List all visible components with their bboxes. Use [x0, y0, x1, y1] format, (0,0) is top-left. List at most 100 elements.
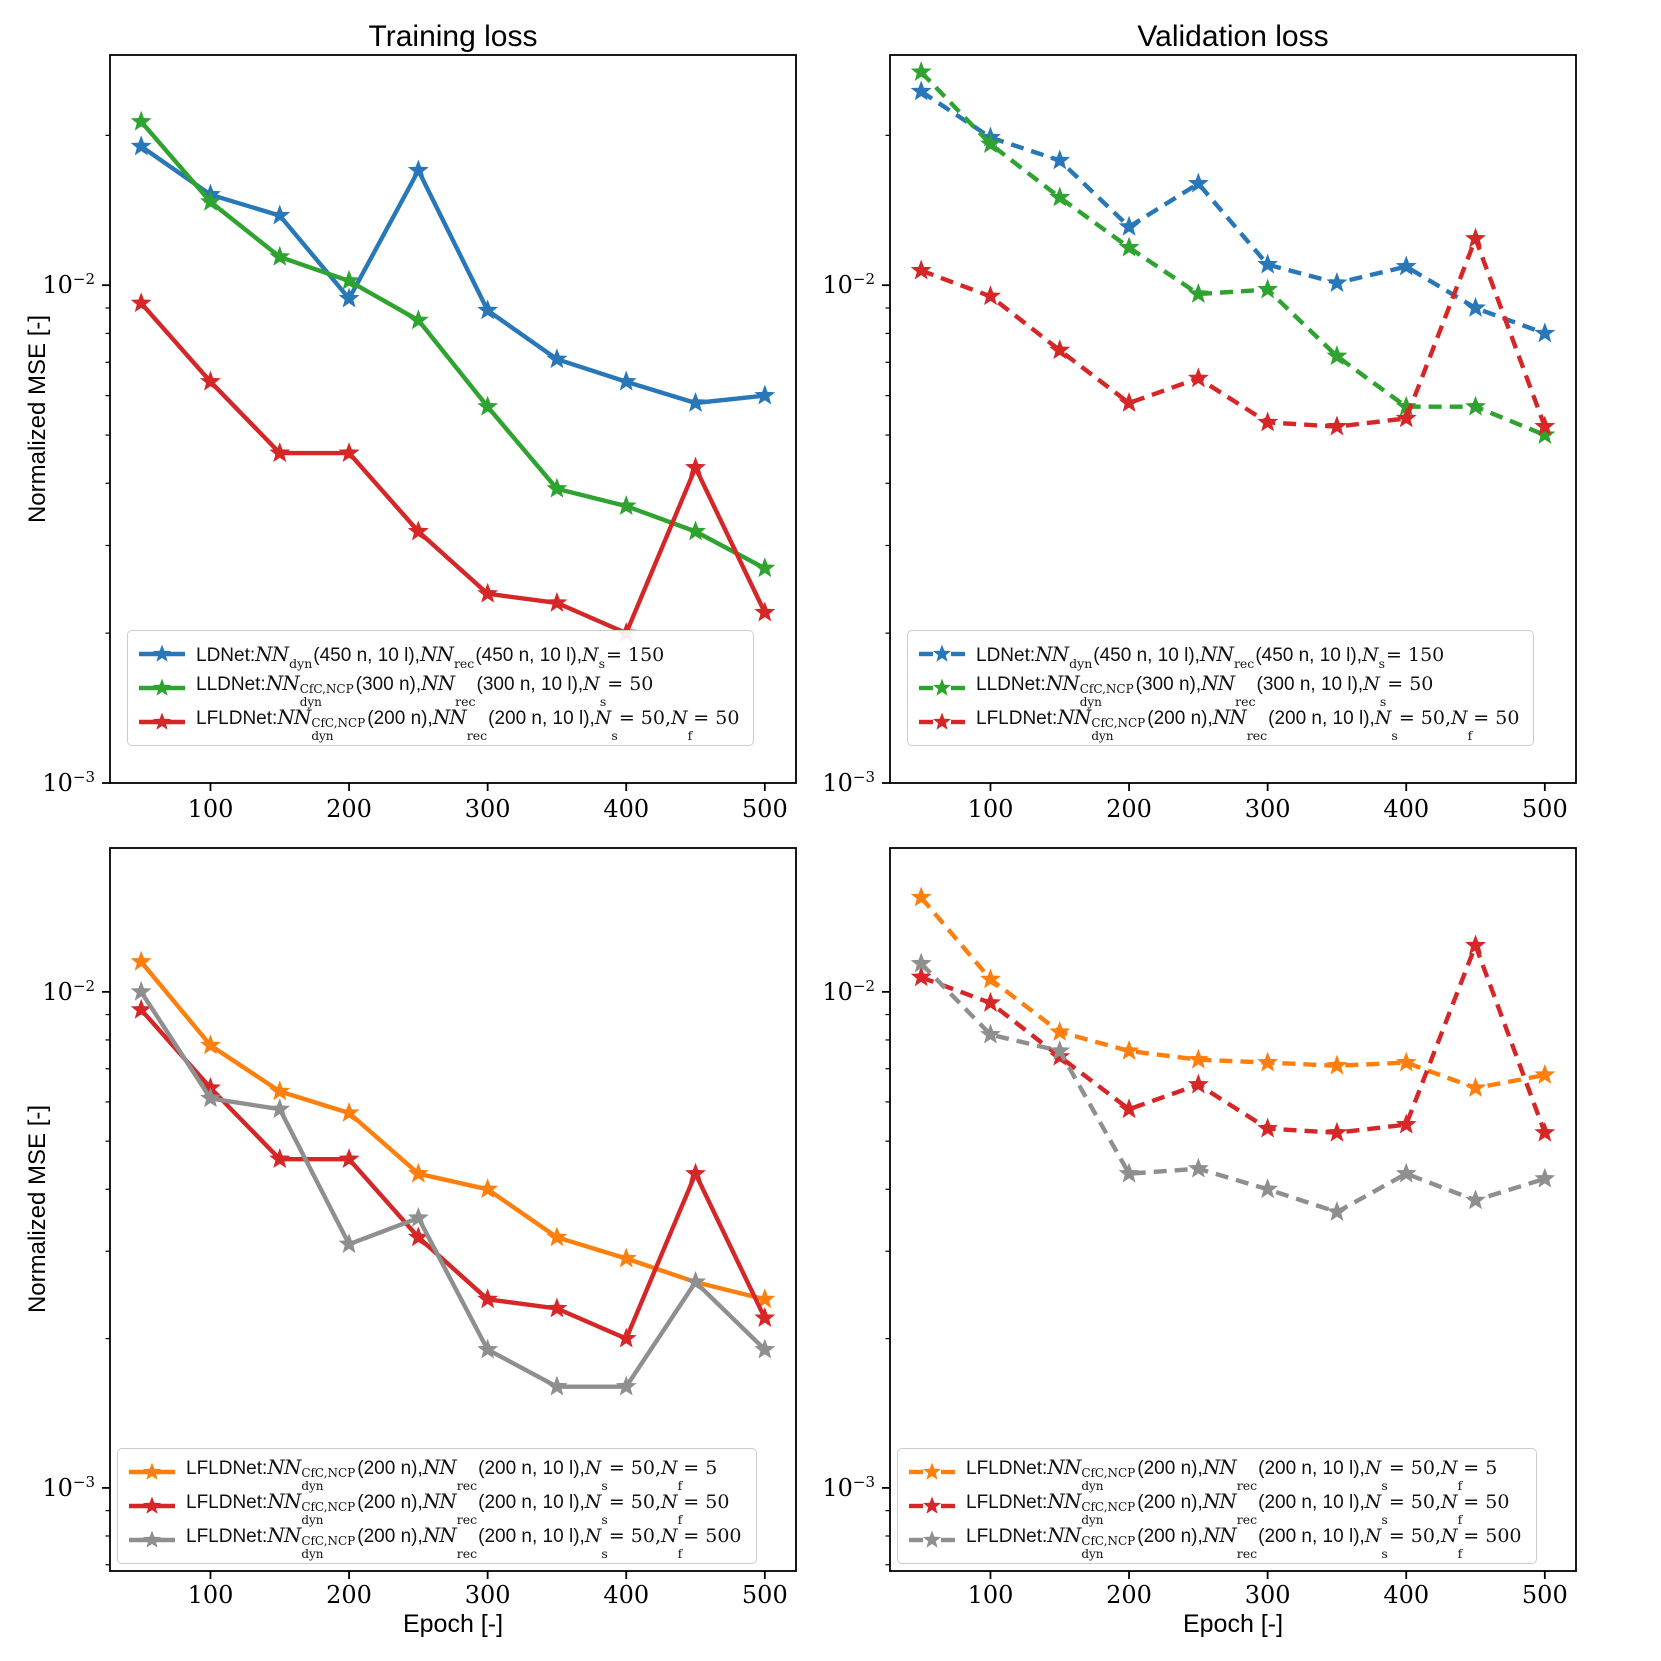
legend-text-segment: s	[1381, 1511, 1388, 1527]
legend-text-segment: s	[601, 1477, 608, 1493]
legend-bottom-right: LFLDNet: NN CfC,NCP dyn (200 n), NN rec (20…	[897, 1448, 1537, 1564]
legend-text-segment: (200 n, 10 l),	[1258, 1458, 1365, 1480]
star-marker	[1257, 411, 1279, 432]
star-marker	[338, 269, 360, 290]
legend-text-segment: NN	[267, 1455, 301, 1480]
star-marker	[407, 309, 429, 330]
star-marker	[1326, 1054, 1348, 1075]
legend-text-segment: s	[601, 1511, 608, 1527]
legend-entry-label: LDNet: NN dyn (450 n, 10 l), NN rec (450 n…	[196, 642, 664, 671]
star-marker	[1465, 296, 1486, 317]
legend-text-segment: s	[599, 693, 607, 709]
legend-text-segment: NN	[1199, 641, 1234, 666]
legend-entry-label: LFLDNet: NN CfC,NCP dyn (200 n), NN rec (20…	[186, 1523, 742, 1561]
legend-text-segment: NN	[1047, 1455, 1081, 1480]
legend-text-segment: NN	[422, 1455, 457, 1480]
legend-text-segment: N	[661, 1525, 678, 1548]
x-tick-label: 200	[1106, 795, 1152, 823]
title-training-loss: Training loss	[368, 20, 538, 53]
series-lfldnet_5-markers	[910, 886, 1556, 1097]
legend-text-segment: NN	[1201, 671, 1235, 696]
legend-text-segment: = 500	[683, 1525, 742, 1548]
star-marker	[1326, 1121, 1348, 1142]
x-tick-label: 200	[1106, 1581, 1152, 1609]
legend-text-segment: s	[601, 1545, 608, 1561]
legend-entry-label: LFLDNet: NN CfC,NCP dyn (200 n), NN rec (20…	[196, 705, 740, 742]
star-marker	[546, 477, 568, 498]
series-lfldnet_50-line	[139, 1008, 767, 1341]
star-marker	[130, 950, 152, 971]
y-tick-label: 10−3	[822, 1472, 875, 1502]
star-marker	[685, 520, 706, 541]
y-tick-label: 10−3	[822, 768, 875, 797]
legend-text-segment: NN	[1045, 671, 1080, 696]
series-ldnet-markers	[910, 80, 1556, 343]
star-marker	[407, 1162, 429, 1183]
star-marker	[546, 348, 568, 369]
legend-text-segment: N	[661, 1457, 678, 1480]
legend-top-left: LDNet: NN dyn (450 n, 10 l), NN rec (450 n…	[127, 630, 755, 746]
legend-text-segment: NN	[422, 1489, 457, 1514]
legend-text-segment: LFLDNet:	[186, 1458, 268, 1480]
legend-text-segment: (200 n),	[1137, 1526, 1203, 1548]
x-tick-label: 100	[967, 795, 1014, 823]
star-marker	[269, 442, 291, 462]
legend-text-segment: NN	[1202, 1455, 1237, 1480]
math-supsub: CfC,NCP dyn	[301, 1534, 356, 1561]
legend-text-segment: s	[611, 727, 618, 743]
legend-text-segment: N	[1374, 707, 1392, 730]
x-tick-label: 500	[1521, 1581, 1568, 1609]
series-lfldnet_500-markers	[130, 980, 776, 1396]
legend-text-segment: (200 n, 10 l),	[1258, 1526, 1365, 1548]
legend-entry-label: LFLDNet: NN CfC,NCP dyn (200 n), NN rec (20…	[966, 1455, 1497, 1493]
legend-text-segment: NN	[267, 1489, 301, 1514]
legend-text-segment: (300 n),	[355, 674, 422, 696]
legend-text-segment: N	[671, 707, 688, 730]
star-marker	[1049, 1045, 1071, 1066]
math-supsub: CfC,NCP dyn	[1079, 682, 1134, 709]
star-marker	[269, 1098, 291, 1119]
legend-text-segment: (200 n),	[357, 1492, 423, 1514]
star-marker	[1465, 1189, 1486, 1210]
series-lfldnet_500-markers	[910, 952, 1556, 1221]
legend-text-segment: NN	[265, 671, 300, 696]
legend-text-segment: (200 n),	[357, 1458, 423, 1480]
legend-text-segment: NN	[1212, 705, 1247, 730]
legend-text-segment: LFLDNet:	[976, 708, 1058, 730]
series-lfldnet_5-line	[919, 896, 1546, 1091]
legend-text-segment: N	[581, 643, 599, 666]
star-marker	[754, 1288, 776, 1309]
axes-frame	[109, 847, 797, 1572]
y-tick-label: 10−3	[42, 768, 95, 797]
legend-text-segment: = 500	[1463, 1525, 1522, 1548]
legend-text-segment: = 50,	[1398, 707, 1452, 730]
legend-text-segment: = 50,	[608, 1491, 662, 1514]
legend-top-right: LDNet: NN dyn (450 n, 10 l), NN rec (450 n…	[907, 630, 1535, 746]
x-tick-label: 200	[326, 1581, 372, 1609]
legend-entry-label: LFLDNet: NN CfC,NCP dyn (200 n), NN rec (20…	[186, 1455, 717, 1492]
legend-entry-lfldnet_50: LFLDNet: NN CfC,NCP dyn (200 n), NN rec (20…	[138, 705, 740, 743]
legend-entry-lfldnet_5: LFLDNet: NN CfC,NCP dyn (200 n), NN rec (20…	[128, 1455, 742, 1493]
legend-text-segment: (200 n, 10 l),	[1258, 1492, 1365, 1514]
legend-text-segment: = 50	[693, 707, 740, 730]
star-marker	[1326, 1200, 1348, 1221]
legend-text-segment: = 50,	[608, 1525, 662, 1548]
legend-text-segment: N	[594, 707, 612, 730]
series-lldnet-line	[139, 120, 766, 571]
math-supsub: CfC,NCP dyn	[1081, 1466, 1136, 1493]
x-tick-label: 100	[187, 795, 234, 823]
legend-text-segment: N	[1441, 1525, 1458, 1548]
legend-text-segment: rec	[1246, 727, 1268, 743]
star-marker	[1187, 1157, 1209, 1178]
legend-text-segment: = 50,	[1388, 1457, 1442, 1480]
star-marker	[615, 370, 637, 391]
legend-text-segment: LDNet:	[196, 644, 256, 666]
legend-text-segment: f	[677, 1477, 683, 1493]
star-marker	[1257, 1051, 1279, 1072]
series-lfldnet_5-line	[139, 960, 766, 1302]
star-marker	[1465, 934, 1486, 955]
y-axis-label-top: Normalized MSE [-]	[24, 314, 51, 524]
panel-bottom-left	[102, 847, 797, 1579]
x-axis-label-right: Epoch [-]	[1182, 1610, 1284, 1638]
star-marker	[1049, 149, 1071, 170]
